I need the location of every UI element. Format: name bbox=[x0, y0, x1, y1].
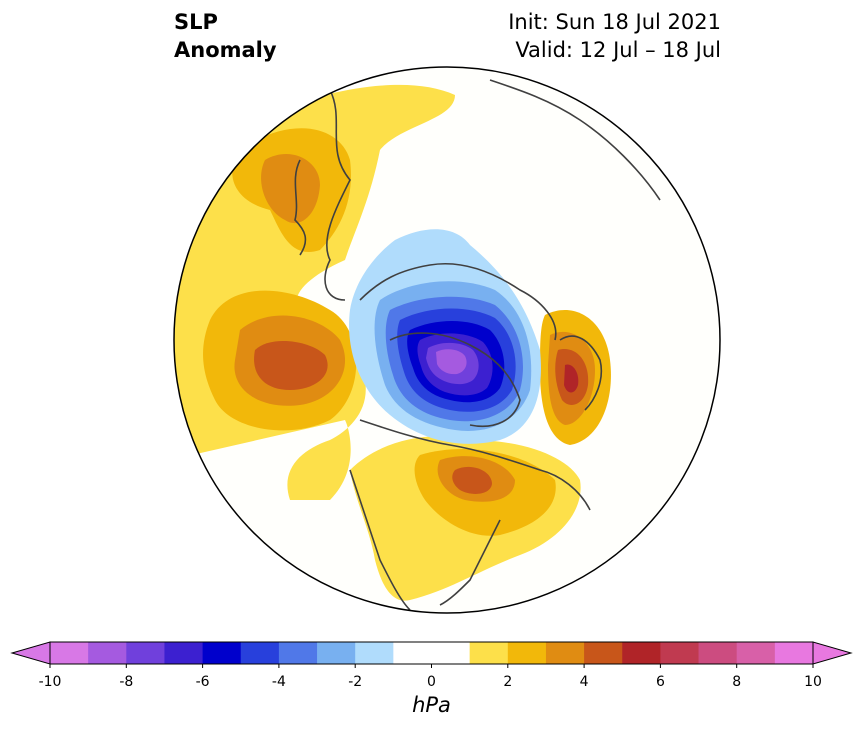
coastline-greenland bbox=[389, 332, 521, 427]
coastline-asia bbox=[324, 89, 351, 301]
colorbar-cell bbox=[88, 642, 127, 664]
coastline-us-west bbox=[349, 469, 411, 611]
colorbar-tick-label: 0 bbox=[427, 674, 436, 690]
coastline-kamchatka bbox=[294, 159, 307, 256]
colorbar-tick-label: -8 bbox=[119, 674, 133, 690]
colorbar-tick-label: 10 bbox=[804, 674, 822, 690]
colorbar-cell bbox=[584, 642, 623, 664]
colorbar-cell bbox=[278, 642, 318, 664]
coastline-asia-south bbox=[489, 79, 661, 201]
contour-positive-3 bbox=[261, 154, 320, 224]
colorbar-tick-label: -6 bbox=[196, 674, 210, 690]
colorbar-cell bbox=[622, 642, 661, 664]
colorbar-cell bbox=[393, 642, 432, 664]
init-date: Init: Sun 18 Jul 2021 bbox=[508, 10, 721, 34]
colorbar-ticks: -10 -8 -6 -4 -2 0 2 4 6 8 10 bbox=[39, 664, 822, 690]
colorbar-tick-label: 8 bbox=[732, 674, 741, 690]
colorbar: -10 -8 -6 -4 -2 0 2 4 6 8 10 bbox=[10, 641, 853, 690]
contour-positive-6 bbox=[254, 340, 328, 390]
valid-period: Valid: 12 Jul – 18 Jul bbox=[515, 38, 721, 62]
polar-map bbox=[173, 66, 721, 614]
colorbar-cell bbox=[736, 642, 776, 664]
colorbar-tick-label: -10 bbox=[39, 674, 62, 690]
colorbar-tick-label: -4 bbox=[272, 674, 286, 690]
coastline-europe bbox=[559, 335, 603, 411]
contour-positive-14 bbox=[452, 466, 492, 494]
colorbar-cell bbox=[507, 642, 547, 664]
chart-title: SLP Anomaly bbox=[174, 8, 277, 64]
coastline-siberia bbox=[359, 262, 557, 341]
colorbar-tick-label: 6 bbox=[656, 674, 665, 690]
colorbar-cell bbox=[202, 642, 242, 664]
colorbar-cell bbox=[240, 642, 280, 664]
forecast-info: Init: Sun 18 Jul 2021 Valid: 12 Jul – 18… bbox=[508, 8, 721, 64]
colorbar-cell bbox=[698, 642, 738, 664]
globe-outline bbox=[173, 66, 721, 614]
colorbar-under-triangle bbox=[10, 641, 51, 665]
title-line-1: SLP bbox=[174, 10, 218, 34]
colorbar-cell bbox=[126, 642, 165, 664]
colorbar-cell bbox=[317, 642, 356, 664]
colorbar-over-triangle bbox=[812, 641, 853, 665]
colorbar-unit-label: hPa bbox=[412, 693, 451, 717]
colorbar-cells bbox=[10, 641, 853, 665]
colorbar-cell bbox=[774, 642, 814, 664]
colorbar-tick-label: 2 bbox=[503, 674, 512, 690]
colorbar-cell bbox=[431, 642, 471, 664]
colorbar-cell bbox=[164, 642, 204, 664]
title-line-2: Anomaly bbox=[174, 38, 277, 62]
coastlines bbox=[294, 79, 661, 611]
contour-positive-10 bbox=[564, 364, 579, 393]
coastline-us-east bbox=[439, 519, 501, 606]
coastline-canada bbox=[359, 419, 591, 511]
colorbar-cell bbox=[469, 642, 509, 664]
colorbar-cell bbox=[660, 642, 700, 664]
colorbar-cell bbox=[545, 642, 585, 664]
colorbar-tick-label: -2 bbox=[348, 674, 362, 690]
anomaly-contours bbox=[174, 84, 611, 601]
contour-negative-8 bbox=[436, 349, 467, 375]
colorbar-cell bbox=[50, 642, 89, 664]
colorbar-cell bbox=[355, 642, 394, 664]
colorbar-tick-label: 4 bbox=[580, 674, 589, 690]
